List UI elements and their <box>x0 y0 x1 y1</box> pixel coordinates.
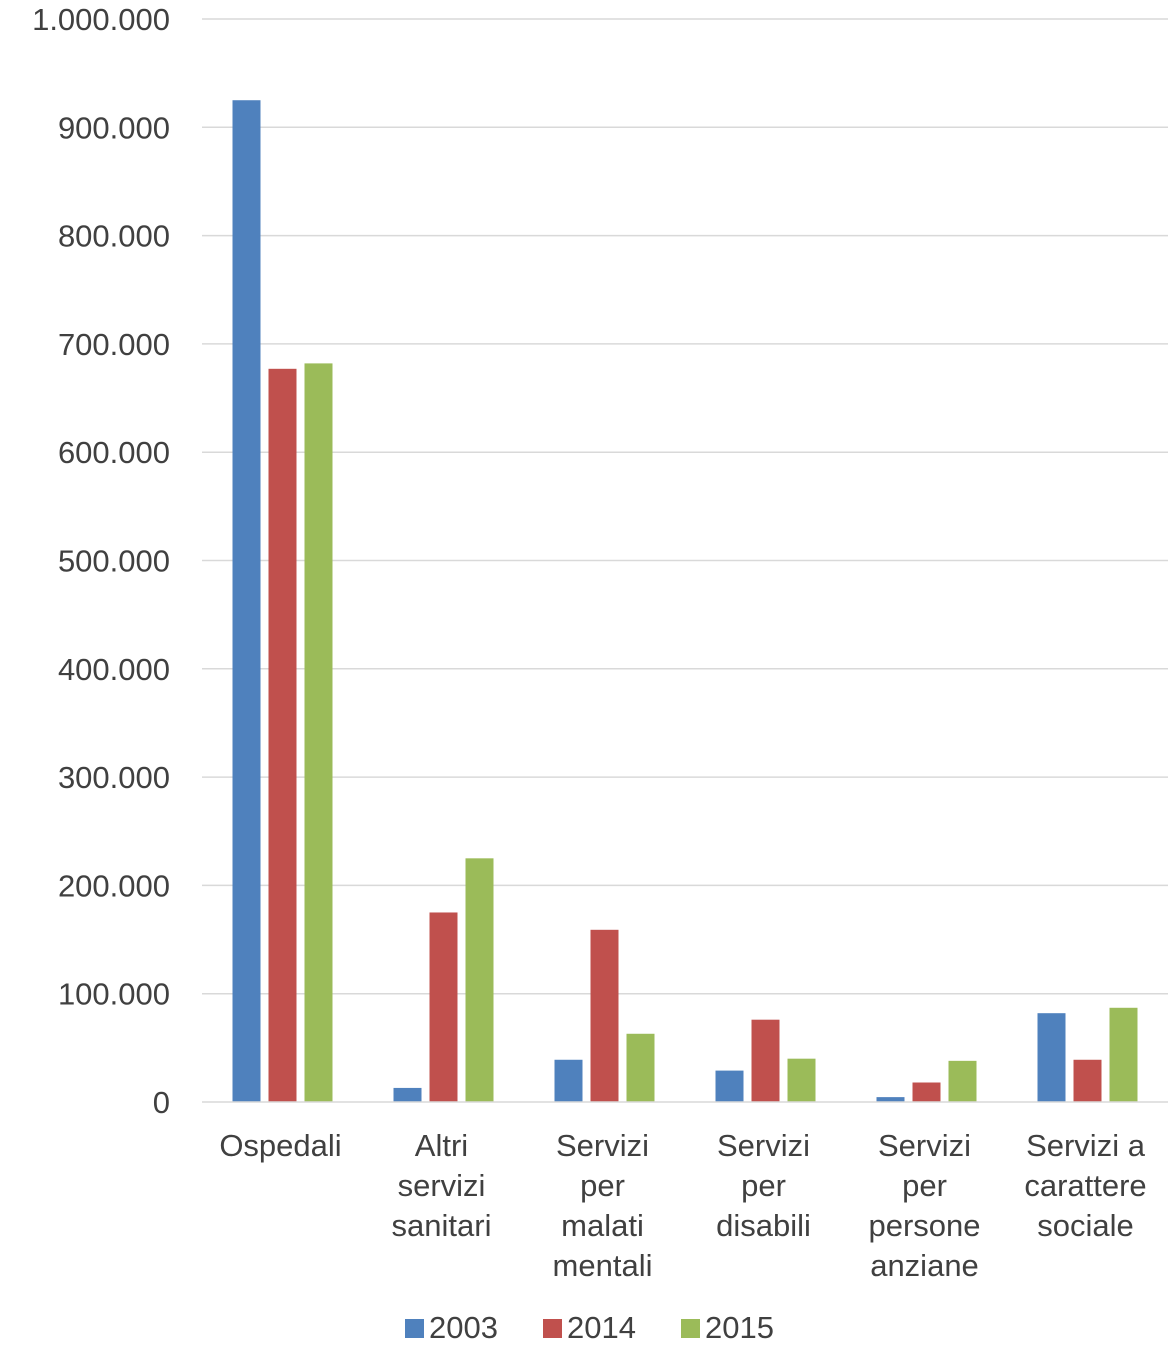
x-category-label: Servizi per malati mentali <box>553 1128 653 1283</box>
bar-2015 <box>465 858 494 1102</box>
y-tick-label: 700.000 <box>58 327 170 362</box>
bar-2014 <box>1073 1059 1102 1102</box>
x-category-label-line: Servizi <box>878 1128 971 1163</box>
x-category-label-line: Servizi <box>717 1128 810 1163</box>
bar-2014 <box>912 1082 941 1102</box>
bar-2014 <box>429 912 458 1102</box>
bar-2003 <box>554 1059 583 1102</box>
y-tick-label: 200.000 <box>58 868 170 903</box>
bar-2015 <box>626 1033 655 1102</box>
y-tick-label: 0 <box>153 1085 170 1120</box>
bar-2003 <box>715 1070 744 1102</box>
x-category-label-line: servizi <box>398 1168 486 1203</box>
x-category-label-line: Servizi <box>556 1128 649 1163</box>
x-category-label-line: sociale <box>1037 1208 1134 1243</box>
x-category-label-line: persone <box>868 1208 980 1243</box>
y-tick-label: 600.000 <box>58 435 170 470</box>
x-category-label-line: Ospedali <box>219 1128 341 1163</box>
y-tick-label: 1.000.000 <box>32 2 170 37</box>
x-category-label-line: malati <box>561 1208 644 1243</box>
bar-2015 <box>948 1060 977 1102</box>
bar-2014 <box>751 1019 780 1102</box>
bar-2015 <box>1109 1007 1138 1102</box>
bar-2015 <box>787 1058 816 1102</box>
x-axis-category-labels: Ospedali Altri servizi sanitari Servizi per ma… <box>219 1128 1146 1283</box>
y-tick-label: 400.000 <box>58 652 170 687</box>
legend-label-2003: 2003 <box>429 1310 498 1345</box>
legend-swatch-2015 <box>681 1319 700 1338</box>
x-category-label-line: Servizi a <box>1026 1128 1146 1163</box>
x-category-label: Servizi per disabili <box>716 1128 811 1243</box>
bar-2003 <box>393 1087 422 1102</box>
bar-2015 <box>304 363 333 1102</box>
legend-label-2014: 2014 <box>567 1310 636 1345</box>
bar-2003 <box>232 100 261 1103</box>
bar-2003 <box>1037 1013 1066 1102</box>
bar-2014 <box>590 929 619 1102</box>
bar-2003 <box>876 1097 905 1102</box>
x-category-label-line: sanitari <box>392 1208 492 1243</box>
x-category-label-line: mentali <box>553 1248 653 1283</box>
x-category-label: Altri servizi sanitari <box>392 1128 492 1243</box>
y-axis-tick-labels: 0 100.000 200.000 300.000 400.000 500.000 600.… <box>32 2 170 1120</box>
y-tick-label: 500.000 <box>58 544 170 579</box>
legend-swatch-2003 <box>405 1319 424 1338</box>
y-tick-label: 800.000 <box>58 219 170 254</box>
x-category-label-line: disabili <box>716 1208 811 1243</box>
bar-2014 <box>268 368 297 1103</box>
x-category-label: Servizi per persone anziane <box>868 1128 980 1283</box>
x-category-label-line: per <box>741 1168 786 1203</box>
x-category-label-line: anziane <box>870 1248 979 1283</box>
legend-label-2015: 2015 <box>705 1310 774 1345</box>
x-category-label: Servizi a carattere sociale <box>1024 1128 1146 1243</box>
x-category-label: Ospedali <box>219 1128 341 1163</box>
y-tick-label: 300.000 <box>58 760 170 795</box>
y-tick-label: 100.000 <box>58 977 170 1012</box>
y-tick-label: 900.000 <box>58 110 170 145</box>
x-category-label-line: per <box>902 1168 947 1203</box>
x-category-label-line: per <box>580 1168 625 1203</box>
x-category-label-line: Altri <box>415 1128 468 1163</box>
legend: 2003 2014 2015 <box>405 1310 774 1345</box>
legend-swatch-2014 <box>543 1319 562 1338</box>
bars <box>232 100 1138 1103</box>
gridlines <box>202 18 1168 995</box>
x-category-label-line: carattere <box>1024 1168 1146 1203</box>
